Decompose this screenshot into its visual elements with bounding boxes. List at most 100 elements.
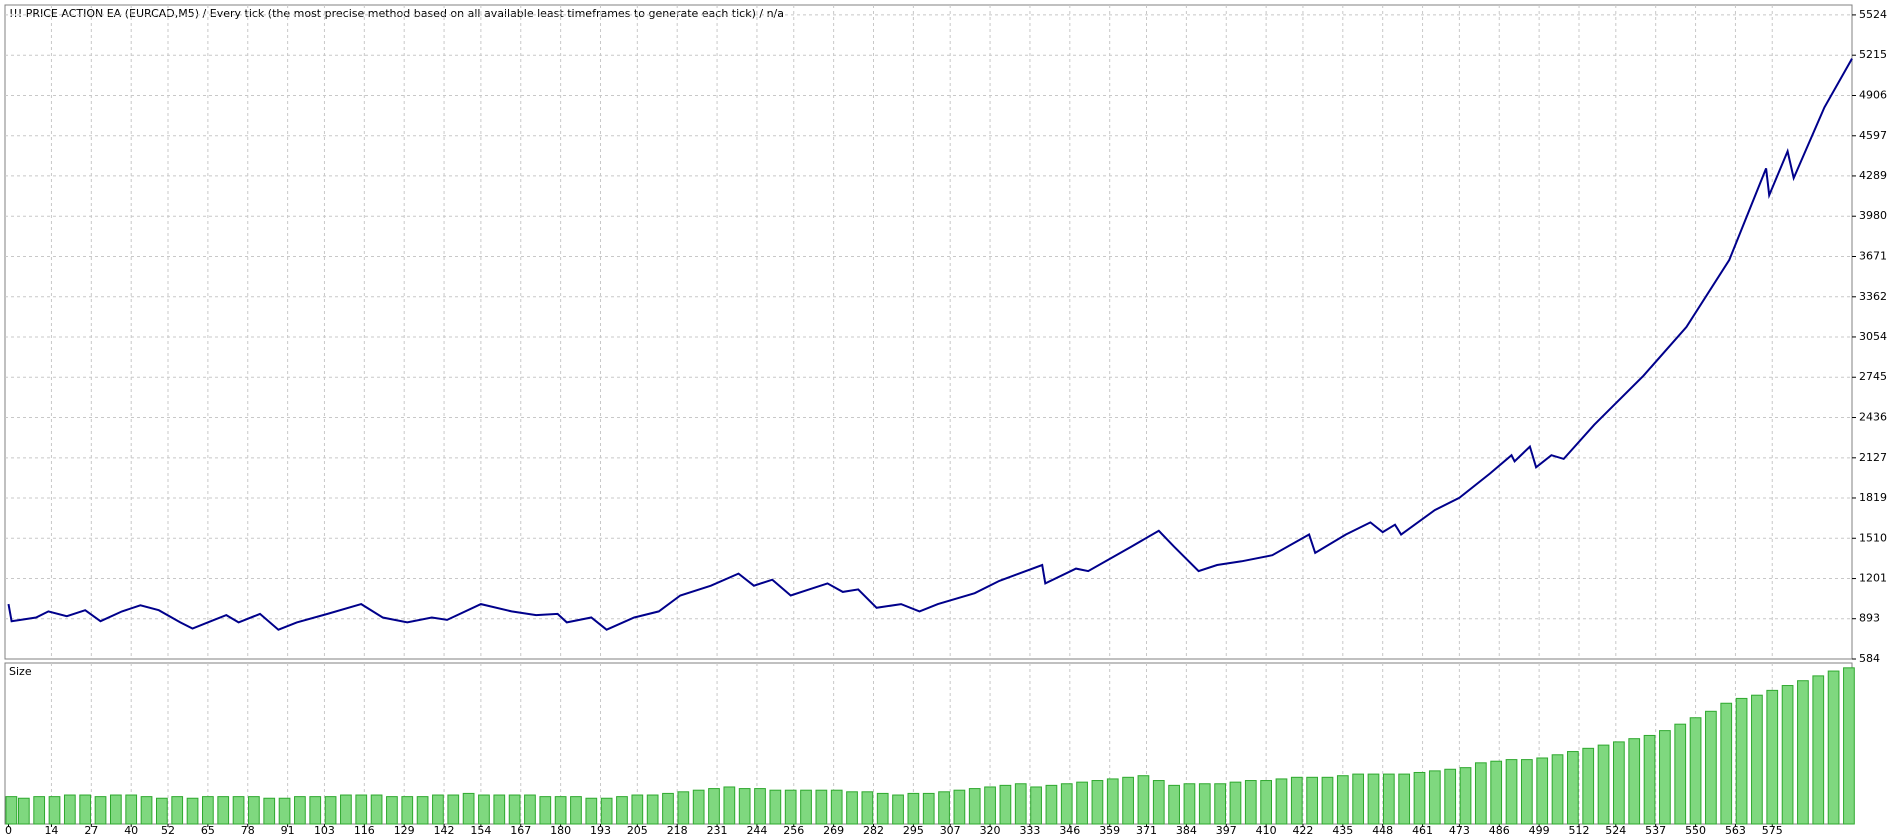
size-bar: [355, 794, 368, 825]
x-tick-label: 167: [510, 824, 531, 837]
x-tick-label: 307: [940, 824, 961, 837]
x-tick-label: 256: [783, 824, 804, 837]
size-bar: [1152, 780, 1165, 825]
size-bar: [784, 789, 797, 825]
size-bar: [370, 794, 383, 825]
size-bar: [662, 792, 674, 825]
x-tick-label: 486: [1489, 824, 1510, 837]
size-bar: [723, 786, 736, 825]
size-bar: [1705, 710, 1717, 825]
y-tick-label: 1201: [1859, 572, 1887, 585]
x-tick-label: 52: [161, 824, 175, 837]
x-tick-label: 14: [44, 824, 58, 837]
size-bar: [968, 788, 981, 825]
x-tick-label: 320: [980, 824, 1001, 837]
size-bar: [692, 789, 705, 825]
size-bar: [1428, 770, 1441, 825]
y-tick-label: 4289: [1859, 169, 1887, 182]
size-bar: [48, 796, 61, 825]
x-tick-label: 499: [1529, 824, 1550, 837]
x-tick-label: 40: [124, 824, 138, 837]
x-tick-label: 78: [241, 824, 255, 837]
x-tick-label: 0: [5, 824, 12, 837]
size-bar: [830, 789, 843, 825]
main-panel: [4, 4, 1853, 660]
size-bar: [1321, 776, 1334, 825]
x-tick-label: 550: [1685, 824, 1706, 837]
x-tick-label: 537: [1645, 824, 1666, 837]
size-bar: [1214, 783, 1226, 825]
size-bar: [1812, 675, 1825, 825]
size-bar: [1444, 768, 1457, 825]
size-bar: [1490, 760, 1503, 825]
panel-title: Size: [9, 665, 32, 678]
size-bar: [478, 794, 490, 825]
size-bar: [1229, 781, 1242, 825]
size-bar: [1260, 780, 1272, 825]
size-bar: [1751, 694, 1763, 825]
size-bar: [922, 792, 935, 825]
size-bar: [63, 794, 76, 825]
size-bar: [631, 794, 644, 825]
size-bar: [340, 794, 352, 825]
x-tick-label: 218: [667, 824, 688, 837]
x-tick-label: 231: [707, 824, 728, 837]
size-bar: [1735, 697, 1748, 825]
size-bar: [263, 797, 276, 825]
size-bar: [278, 797, 291, 825]
x-tick-label: 359: [1099, 824, 1120, 837]
size-bar: [493, 794, 506, 825]
size-bar: [1566, 751, 1579, 825]
size-bar: [984, 786, 996, 825]
y-tick-label: 2436: [1859, 411, 1887, 424]
size-bar: [646, 794, 659, 825]
size-bar: [600, 797, 613, 825]
x-tick-label: 473: [1449, 824, 1470, 837]
x-tick-label: 448: [1372, 824, 1393, 837]
size-bar: [1643, 734, 1656, 825]
size-bar: [1689, 717, 1702, 825]
equity-line: [7, 58, 1853, 631]
size-bar: [524, 794, 536, 825]
x-tick-label: 282: [863, 824, 884, 837]
size-bar: [1352, 773, 1365, 825]
size-bar: [1168, 784, 1180, 825]
y-tick-label: 3054: [1859, 330, 1887, 343]
x-tick-label: 244: [746, 824, 767, 837]
size-bar: [109, 794, 122, 825]
x-tick-label: 103: [314, 824, 335, 837]
size-bar: [156, 797, 168, 825]
size-bar: [1076, 781, 1088, 825]
y-tick-label: 3671: [1859, 250, 1887, 263]
size-bar: [1597, 744, 1610, 825]
x-tick-label: 333: [1019, 824, 1040, 837]
x-tick-label: 435: [1332, 824, 1353, 837]
size-bar: [892, 794, 904, 825]
x-tick-label: 116: [354, 824, 375, 837]
x-tick-label: 27: [84, 824, 98, 837]
x-tick-label: 397: [1216, 824, 1237, 837]
x-tick-label: 193: [590, 824, 611, 837]
x-tick-label: 269: [823, 824, 844, 837]
size-bar: [447, 794, 460, 825]
y-tick-label: 4906: [1859, 88, 1887, 101]
size-bar: [1367, 773, 1380, 825]
size-bar: [1797, 680, 1809, 825]
size-bar: [1413, 771, 1426, 825]
size-bar: [1137, 775, 1150, 825]
size-bar: [738, 788, 751, 825]
y-tick-label: 3980: [1859, 209, 1887, 222]
size-bar: [1244, 780, 1257, 825]
x-tick-label: 180: [550, 824, 571, 837]
size-bar: [508, 794, 521, 825]
x-tick-label: 512: [1569, 824, 1590, 837]
x-tick-label: 142: [434, 824, 455, 837]
size-bar: [708, 788, 720, 825]
size-bar: [1183, 783, 1196, 825]
size-bar: [33, 796, 46, 825]
x-tick-label: 91: [281, 824, 295, 837]
size-bar: [248, 796, 260, 825]
size-bar: [1306, 776, 1319, 825]
size-bar: [1505, 759, 1518, 825]
